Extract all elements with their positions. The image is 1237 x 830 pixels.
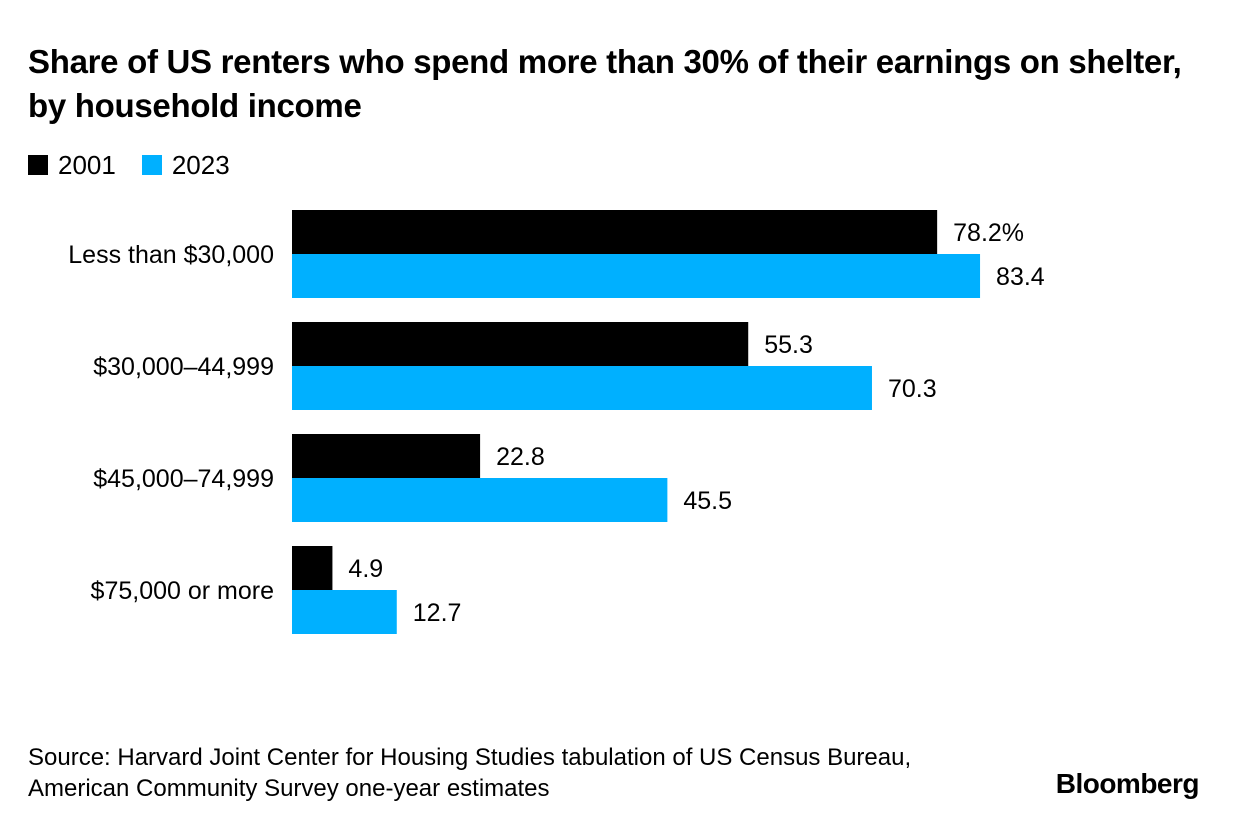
source-note: Source: Harvard Joint Center for Housing… — [28, 744, 912, 802]
bar-2023-less-than-30-000 — [292, 254, 981, 298]
data-label-2001-30-000-44-999: 55.3 — [764, 331, 813, 359]
data-label-2023-less-than-30-000: 83.4 — [996, 263, 1045, 291]
legend-label-2023: 2023 — [171, 149, 230, 180]
legend-item-2023: 2023 — [141, 149, 230, 181]
data-label-2023-45-000-74-999: 45.5 — [683, 487, 732, 515]
bar-2001-30-000-44-999 — [292, 322, 749, 366]
category-label-45-000-74-999: $45,000–74,999 — [93, 465, 274, 493]
legend-label-2001: 2001 — [58, 149, 116, 180]
category-label-30-000-44-999: $30,000–44,999 — [93, 353, 274, 381]
bar-2023-45-000-74-999 — [292, 478, 668, 522]
chart-title: Share of US renters who spend more than … — [28, 43, 1182, 124]
legend-swatch-2001 — [28, 155, 48, 175]
data-label-2001-45-000-74-999: 22.8 — [496, 443, 545, 471]
category-label-75-000-or-more: $75,000 or more — [91, 577, 274, 605]
bar-2001-75-000-or-more — [292, 546, 333, 590]
data-label-2023-75-000-or-more: 12.7 — [413, 599, 462, 627]
legend: 2001 2023 — [28, 148, 256, 182]
data-label-2001-75-000-or-more: 4.9 — [348, 555, 383, 583]
bar-2001-45-000-74-999 — [292, 434, 481, 478]
legend-swatch-2023 — [141, 155, 162, 175]
legend-item-2001: 2001 — [28, 150, 116, 181]
bar-2023-30-000-44-999 — [292, 366, 872, 410]
data-label-2023-30-000-44-999: 70.3 — [888, 375, 937, 403]
bar-2001-less-than-30-000 — [292, 210, 938, 254]
bloomberg-logo: Bloomberg — [1055, 768, 1200, 799]
data-label-2001-less-than-30-000: 78.2% — [953, 219, 1024, 247]
bar-2023-75-000-or-more — [292, 590, 397, 634]
bar-chart: Less than $30,000 78.2% 83.4 $30,000–44,999… — [68, 210, 1045, 634]
category-label-less-than-30-000: Less than $30,000 — [68, 241, 274, 269]
